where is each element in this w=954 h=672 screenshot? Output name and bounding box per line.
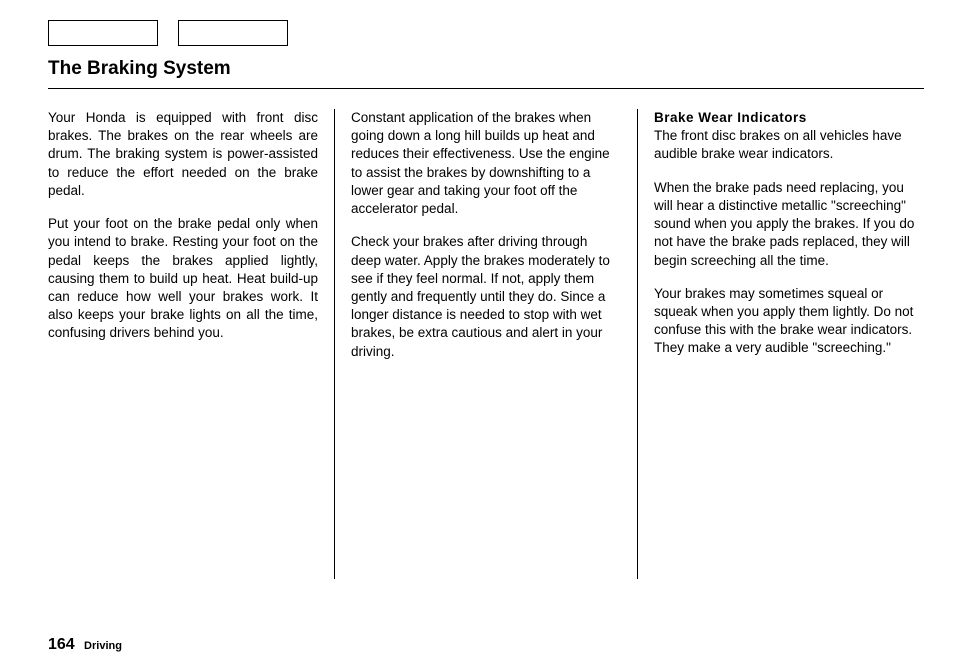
body-paragraph: Your Honda is equipped with front disc b… bbox=[48, 109, 318, 200]
body-paragraph: Check your brakes after driving through … bbox=[351, 233, 621, 361]
body-text: The front disc brakes on all vehicles ha… bbox=[654, 128, 902, 161]
title-rule bbox=[48, 88, 924, 89]
manual-page: The Braking System Your Honda is equippe… bbox=[0, 0, 954, 672]
page-number: 164 bbox=[48, 636, 75, 653]
text-columns: Your Honda is equipped with front disc b… bbox=[48, 109, 924, 579]
header-nav-boxes bbox=[48, 20, 924, 46]
body-paragraph: Brake Wear Indicators The front disc brak… bbox=[654, 109, 924, 164]
page-title: The Braking System bbox=[48, 58, 924, 86]
nav-box-prev[interactable] bbox=[48, 20, 158, 46]
subsection-heading: Brake Wear Indicators bbox=[654, 110, 807, 125]
body-paragraph: Constant application of the brakes when … bbox=[351, 109, 621, 218]
body-paragraph: Put your foot on the brake pedal only wh… bbox=[48, 215, 318, 343]
page-footer: 164 Driving bbox=[48, 636, 122, 654]
column-1: Your Honda is equipped with front disc b… bbox=[48, 109, 335, 579]
column-3: Brake Wear Indicators The front disc brak… bbox=[638, 109, 924, 579]
column-2: Constant application of the brakes when … bbox=[335, 109, 638, 579]
section-label: Driving bbox=[84, 640, 122, 652]
body-paragraph: When the brake pads need replacing, you … bbox=[654, 179, 924, 270]
nav-box-next[interactable] bbox=[178, 20, 288, 46]
body-paragraph: Your brakes may sometimes squeal or sque… bbox=[654, 285, 924, 358]
